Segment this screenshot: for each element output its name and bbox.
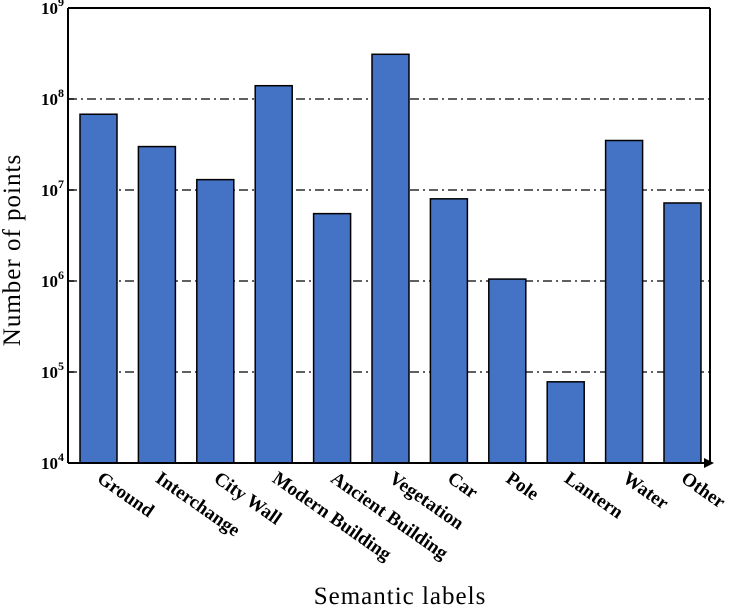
bar <box>79 113 118 464</box>
bar <box>663 202 702 464</box>
bars <box>79 53 702 464</box>
y-tick-labels: 104 105 106 107 108 109 <box>41 0 74 473</box>
y-axis-title: Number of points <box>0 154 26 346</box>
x-tick-label: Pole <box>502 468 543 505</box>
bar <box>604 139 644 464</box>
bar <box>312 212 352 464</box>
y-tick-label: 108 <box>41 86 64 109</box>
y-tick-label: 104 <box>41 450 64 473</box>
x-tick-label: Car <box>444 468 482 504</box>
axes <box>67 7 714 468</box>
bar <box>254 84 293 464</box>
y-tick-label: 106 <box>41 268 64 291</box>
y-tick-label: 105 <box>41 359 64 382</box>
bar <box>137 145 177 464</box>
x-axis-title: Semantic labels <box>314 583 487 610</box>
bar <box>196 178 235 464</box>
bar <box>546 381 585 464</box>
bar <box>429 198 469 464</box>
gridlines <box>68 98 710 373</box>
x-tick-label: Water <box>619 468 673 515</box>
x-tick-label: Ground <box>93 468 158 522</box>
bar <box>488 278 527 464</box>
x-axis-arrowhead <box>704 458 714 468</box>
y-tick-label: 109 <box>41 0 64 18</box>
x-tick-label: Lantern <box>560 468 627 524</box>
y-tick-label: 107 <box>41 177 64 200</box>
bar <box>371 53 410 464</box>
x-tick-label: Other <box>677 468 729 513</box>
